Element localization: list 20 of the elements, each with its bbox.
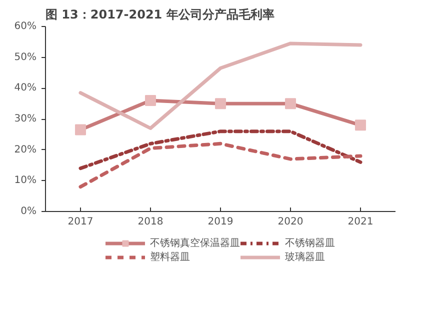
line-series (78, 130, 362, 170)
legend-label: 不锈钢真空保温器皿 (150, 236, 240, 250)
x-tick-label: 2018 (138, 216, 164, 228)
line-series (78, 42, 362, 130)
legend-label: 塑料器皿 (150, 250, 190, 264)
y-tick-label: 40% (14, 82, 37, 94)
y-tick-label: 20% (14, 144, 37, 156)
x-tick-label: 2021 (348, 216, 374, 228)
legend-label: 玻璃器皿 (285, 250, 325, 264)
y-tick-label: 30% (14, 114, 37, 124)
chart-title: 图 13：2017-2021 年公司分产品毛利率 (46, 8, 274, 22)
line-series (78, 142, 362, 189)
y-tick-label: 60% (14, 21, 37, 32)
legend-label: 不锈钢器皿 (285, 236, 335, 250)
y-tick-label: 50% (14, 52, 37, 63)
y-tick-label: 0% (20, 206, 37, 217)
x-tick-label: 2019 (208, 216, 234, 228)
x-tick-label: 2017 (68, 216, 94, 228)
y-tick-label: 10% (14, 175, 37, 186)
x-tick-label: 2020 (278, 216, 304, 228)
